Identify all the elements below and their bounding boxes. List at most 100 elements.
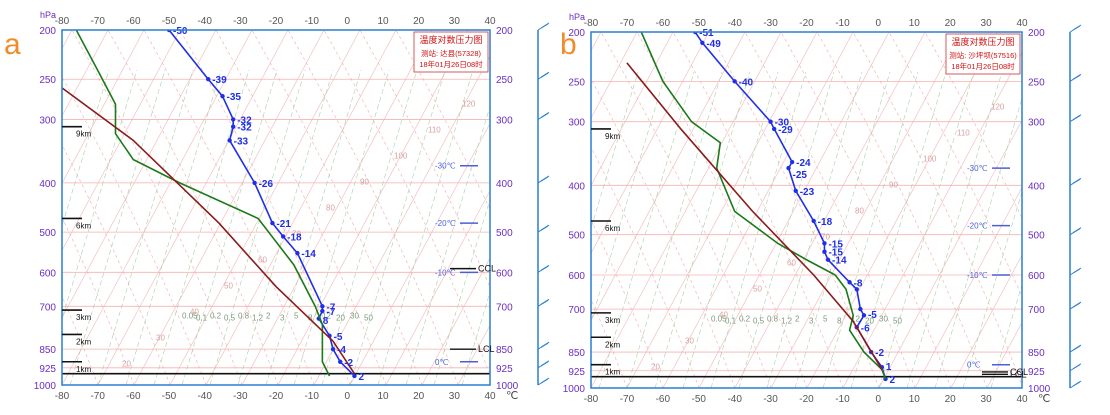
isotherm xyxy=(591,32,674,187)
mixing-ratio-line xyxy=(682,71,779,388)
y-tick-label-right: 1000 xyxy=(496,381,519,392)
y-tick-label-right: 250 xyxy=(496,75,513,86)
y-tick-label: 500 xyxy=(39,228,56,239)
temperature-value-label: -35 xyxy=(227,92,242,103)
isotherm-temp-label: -10℃ xyxy=(435,268,456,277)
y-tick-label: 600 xyxy=(39,268,56,279)
x-tick-label: -70 xyxy=(90,391,105,402)
isotherm xyxy=(349,122,490,385)
mixing-ratio-line xyxy=(878,71,975,388)
temperature-value-label: 8 xyxy=(323,316,329,327)
wind-barb xyxy=(537,175,550,184)
temperature-point xyxy=(252,180,257,186)
y-tick-label: 850 xyxy=(568,348,585,359)
y-tick-label: 250 xyxy=(39,75,56,86)
temperature-point xyxy=(270,220,275,226)
plot-area: 0.050.1 0.2 0.5 0.8 1.2 2 3 5 8 12 20 30 50203040506… xyxy=(205,32,1110,388)
x-tick-label: -30 xyxy=(233,391,248,402)
isotherm xyxy=(97,30,289,385)
dry-adiabat xyxy=(744,32,916,388)
dry-adiabat xyxy=(780,32,952,388)
x-tick-label: -10 xyxy=(835,18,850,29)
temperature-point xyxy=(793,188,798,193)
temperature-point xyxy=(320,304,325,309)
temperature-point xyxy=(231,124,236,129)
mixing-ratio-line xyxy=(738,71,835,388)
y-tick-label: 925 xyxy=(568,367,585,378)
isotherm xyxy=(770,32,962,388)
mixing-ratio-line xyxy=(69,69,166,385)
wind-barb xyxy=(537,224,550,233)
wind-barb xyxy=(537,298,550,307)
temperature-point xyxy=(854,287,859,292)
mixing-ratio-label: 3 xyxy=(809,316,814,325)
dry-adiabat-label: 70 xyxy=(821,233,830,242)
temperature-value-label: -51 xyxy=(699,28,714,39)
dry-adiabat xyxy=(924,32,1022,219)
temperature-point xyxy=(280,234,286,239)
x-tick-label: -60 xyxy=(656,394,671,405)
temperature-point xyxy=(338,359,343,364)
lcl-label: LCL xyxy=(1010,369,1027,379)
dry-adiabat-label: 110 xyxy=(957,129,970,138)
isotherm xyxy=(1095,32,1110,388)
mixing-ratio-line xyxy=(626,71,723,388)
x-tick-label: 20 xyxy=(413,391,425,402)
panel-a: 0.050.1 0.2 0.5 0.8 1.2 2 3 5 8 12 20 30 50203040506… xyxy=(34,10,550,402)
ccl-label: CCL xyxy=(1010,367,1028,377)
mixing-ratio-line xyxy=(125,69,222,385)
title-box xyxy=(945,33,1021,75)
x-tick-label: -20 xyxy=(269,391,284,402)
mixing-ratio-label: 1.2 xyxy=(252,314,264,323)
wind-barb xyxy=(537,341,550,350)
mixing-ratio-line xyxy=(591,71,667,323)
x-tick-label: -60 xyxy=(126,391,141,402)
isotherm xyxy=(591,32,710,254)
isotherm xyxy=(457,324,490,385)
y-tick-label-right: 925 xyxy=(496,364,513,375)
temperature-value-label: -30 xyxy=(775,118,790,129)
wind-barb xyxy=(1069,301,1082,310)
x-tick-label: -80 xyxy=(584,394,599,405)
temperature-point xyxy=(352,373,357,379)
mixing-ratio-line xyxy=(62,69,138,320)
x-tick-label: -20 xyxy=(269,16,284,27)
dry-adiabat xyxy=(349,32,519,388)
y-tick-label-right: 1000 xyxy=(1028,384,1051,395)
temperature-point xyxy=(732,79,737,84)
y-tick-label: 1000 xyxy=(34,381,57,392)
y-tick-label: 850 xyxy=(39,345,56,356)
mixing-ratio-label: 5 xyxy=(294,312,299,321)
x-tick-label: -40 xyxy=(197,16,212,27)
time-label: 18年01月26日08时 xyxy=(951,61,1015,71)
x-tick-label: -30 xyxy=(233,16,248,27)
mixing-ratio-line xyxy=(62,69,110,227)
temperature-value-label: -15 xyxy=(828,239,843,250)
temperature-point xyxy=(861,313,867,318)
dry-adiabat-label: 90 xyxy=(889,181,898,190)
x-tick-label: -70 xyxy=(90,16,105,27)
x-tick-label: 40 xyxy=(1016,394,1028,405)
y-tick-label-right: 400 xyxy=(496,179,513,190)
isotherm xyxy=(591,32,782,388)
x-unit-label: ℃ xyxy=(1038,393,1050,405)
mixing-ratio-label: 8 xyxy=(837,316,842,325)
mixing-ratio-label: 1.2 xyxy=(781,316,793,325)
temperature-value-label: -24 xyxy=(796,158,811,169)
x-tick-label: -30 xyxy=(763,18,778,29)
mixing-ratio-label: 0.5 xyxy=(753,316,765,325)
dry-adiabat-label: 110 xyxy=(428,126,441,135)
y-tick-label: 200 xyxy=(568,28,585,39)
x-tick-label: -60 xyxy=(126,16,141,27)
dry-adiabat xyxy=(591,78,736,388)
dry-adiabat-label: 30 xyxy=(685,337,694,346)
isotherm xyxy=(62,30,181,252)
temperature-value-label: -32 xyxy=(237,115,252,126)
temperature-point xyxy=(320,308,325,314)
mixing-ratio-line xyxy=(433,198,490,385)
x-tick-label: -80 xyxy=(584,18,599,29)
isotherm-temp-label: -30℃ xyxy=(435,162,456,171)
dry-adiabat xyxy=(205,32,375,388)
mixing-ratio-label: 5 xyxy=(823,314,828,323)
